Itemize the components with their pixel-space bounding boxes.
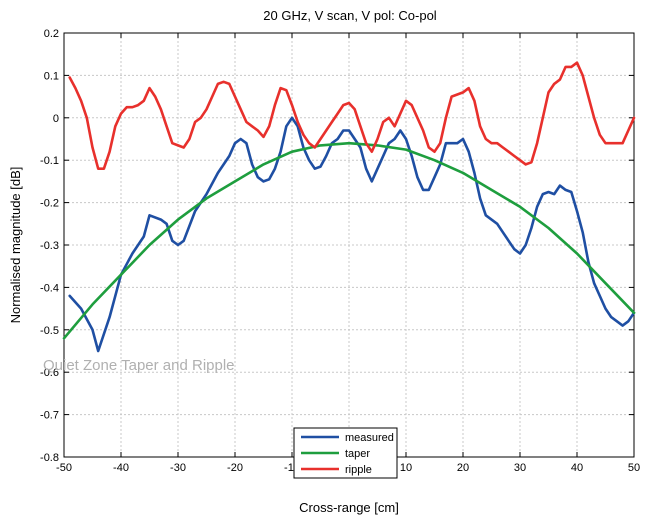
x-tick-label: -50 <box>56 462 72 474</box>
x-tick-label: -30 <box>170 462 186 474</box>
y-tick-label: -0.5 <box>40 325 59 337</box>
y-tick-label: -0.4 <box>40 282 59 294</box>
y-tick-label: -0.1 <box>40 155 59 167</box>
y-tick-label: 0.1 <box>44 70 59 82</box>
y-tick-label: -0.2 <box>40 198 59 210</box>
y-tick-label: 0.2 <box>44 28 59 40</box>
x-tick-label: 30 <box>514 462 526 474</box>
y-tick-label: -0.6 <box>40 367 59 379</box>
series-line-taper <box>62 141 636 340</box>
legend-label-measured: measured <box>345 432 394 444</box>
x-tick-label: -20 <box>227 462 243 474</box>
y-tick-label: -0.3 <box>40 240 59 252</box>
axis-ticks: -50-40-30-20-10010203040500.20.10-0.1-0.… <box>40 28 640 474</box>
y-axis-title: Normalised magnitude [dB] <box>8 167 23 324</box>
x-tick-label: 20 <box>457 462 469 474</box>
series-group <box>62 61 636 353</box>
y-tick-label: 0 <box>53 113 59 125</box>
series-line-ripple <box>68 61 636 170</box>
x-axis-title: Cross-range [cm] <box>299 500 399 515</box>
x-tick-label: 50 <box>628 462 640 474</box>
x-tick-label: -40 <box>113 462 129 474</box>
chart-title: 20 GHz, V scan, V pol: Co-pol <box>263 8 437 23</box>
x-tick-label: 10 <box>400 462 412 474</box>
y-tick-label: -0.7 <box>40 410 59 422</box>
annotation-text: Quiet Zone Taper and Ripple <box>43 357 235 374</box>
legend-label-taper: taper <box>345 448 370 460</box>
legend: measured taper ripple <box>293 427 398 479</box>
x-tick-label: 40 <box>571 462 583 474</box>
legend-label-ripple: ripple <box>345 464 372 476</box>
y-tick-label: -0.8 <box>40 452 59 464</box>
